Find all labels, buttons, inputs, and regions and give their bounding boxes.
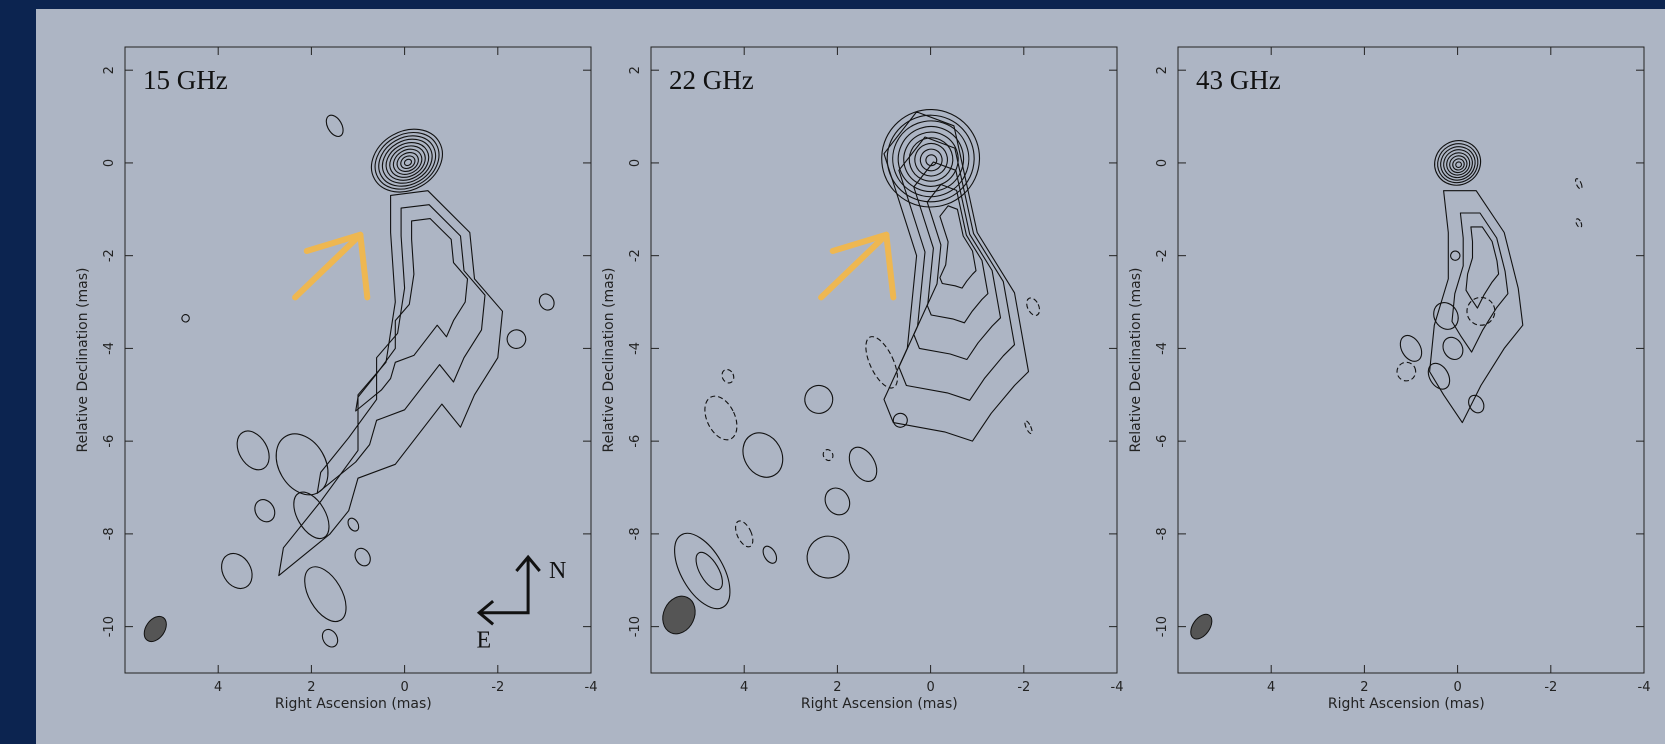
y-tick-label: 2 — [102, 66, 117, 74]
x-tick-label: 4 — [1267, 680, 1275, 695]
y-tick-label: -4 — [1155, 342, 1170, 355]
y-tick-label: -4 — [628, 342, 643, 355]
x-tick-label: -4 — [1638, 680, 1651, 695]
x-tick-label: -2 — [1544, 680, 1557, 695]
x-tick-label: 2 — [833, 680, 841, 695]
y-tick-label: 2 — [1155, 66, 1170, 74]
y-tick-label: -2 — [1155, 249, 1170, 262]
y-tick-label: -10 — [1155, 616, 1170, 637]
y-tick-label: 0 — [628, 159, 643, 167]
y-axis-label: Relative Declination (mas) — [1128, 268, 1144, 453]
x-tick-label: 0 — [400, 680, 408, 695]
y-axis-label: Relative Declination (mas) — [601, 268, 617, 453]
figure: 4 2 0 -2 -4 2 0 -2 -4 -6 -8 -10 Right Ascension (mas… — [0, 0, 1665, 744]
y-tick-label: -6 — [1155, 435, 1170, 448]
y-tick-label: -8 — [1155, 527, 1170, 540]
x-tick-label: 0 — [926, 680, 934, 695]
y-tick-label: -8 — [628, 527, 643, 540]
x-axis-label: Right Ascension (mas) — [1328, 696, 1485, 712]
y-tick-label: -10 — [628, 616, 643, 637]
panel-title: 43 GHz — [1196, 65, 1281, 95]
y-tick-label: -2 — [628, 249, 643, 262]
x-tick-label: 4 — [214, 680, 222, 695]
y-tick-label: 2 — [628, 66, 643, 74]
y-tick-label: -8 — [102, 527, 117, 540]
panel-title: 22 GHz — [669, 65, 754, 95]
x-tick-label: -2 — [491, 680, 504, 695]
x-tick-label: 4 — [740, 680, 748, 695]
x-axis-label: Right Ascension (mas) — [275, 696, 432, 712]
x-tick-label: -2 — [1017, 680, 1030, 695]
y-tick-label: 0 — [102, 159, 117, 167]
x-tick-label: 2 — [307, 680, 315, 695]
y-tick-label: 0 — [1155, 159, 1170, 167]
canvas — [36, 9, 1665, 744]
x-axis-label: Right Ascension (mas) — [801, 696, 958, 712]
y-tick-label: -2 — [102, 249, 117, 262]
compass-north: N — [549, 558, 566, 584]
x-tick-label: -4 — [585, 680, 598, 695]
x-tick-label: -4 — [1111, 680, 1124, 695]
x-tick-label: 2 — [1360, 680, 1368, 695]
y-axis-label: Relative Declination (mas) — [75, 268, 91, 453]
y-tick-label: -6 — [628, 435, 643, 448]
y-tick-label: -4 — [102, 342, 117, 355]
compass-east: E — [476, 627, 491, 653]
panel-title: 15 GHz — [143, 65, 228, 95]
x-tick-label: 0 — [1453, 680, 1461, 695]
y-tick-label: -6 — [102, 435, 117, 448]
y-tick-label: -10 — [102, 616, 117, 637]
